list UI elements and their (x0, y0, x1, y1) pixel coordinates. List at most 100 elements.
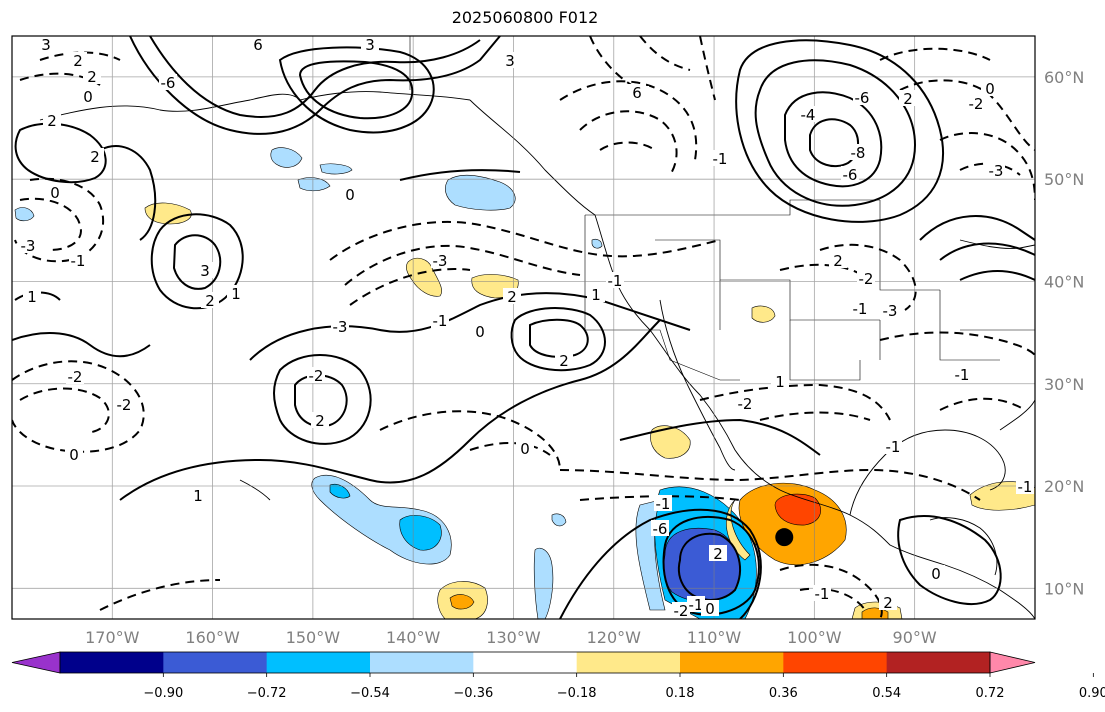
contour-label-bg (43, 112, 61, 128)
contour-label: 6 (632, 84, 642, 102)
colorbar-tick-label: 0.18 (666, 686, 695, 701)
figure-title: 2025060800 F012 (451, 8, 599, 27)
colorbar-frame (59, 651, 991, 674)
colorbar-tick-label: 0.90 (1079, 686, 1105, 701)
contour-label: 3 (505, 52, 515, 70)
lat-lon-grid (12, 36, 1035, 619)
contour-label: 1 (27, 288, 37, 306)
contour-label: -3 (333, 318, 348, 336)
contour-label: 0 (705, 600, 715, 618)
lon-tick-label: 120°W (587, 628, 642, 647)
contour-label-bg (311, 412, 329, 428)
contour-label-bg (83, 68, 101, 84)
storm-center-marker (775, 528, 794, 547)
contour-label-bg (736, 395, 754, 411)
contour-label: 0 (475, 323, 485, 341)
contour-label: 3 (41, 36, 51, 54)
contour-label: 2 (507, 288, 517, 306)
contour-label: -1 (433, 312, 448, 330)
lon-tick-label: 90°W (893, 628, 937, 647)
contour-label-bg (69, 252, 87, 268)
contour-label: 3 (200, 262, 210, 280)
colorbar-swatch (370, 652, 474, 673)
contour-label-bg (799, 106, 817, 122)
lat-tick-label: 30°N (1044, 375, 1084, 394)
contour-label-bg (606, 272, 624, 288)
contour-label: 6 (253, 36, 263, 54)
contour-label: -1 (853, 300, 868, 318)
contour-label: -1 (713, 150, 728, 168)
contour-label: -3 (21, 237, 36, 255)
contour-label: 1 (193, 487, 203, 505)
contour-label: -2 (674, 602, 689, 620)
contour-label: 1 (775, 373, 785, 391)
lat-tick-label: 10°N (1044, 579, 1084, 598)
solid-contours (12, 36, 1035, 619)
contour-label-bg (953, 366, 971, 382)
contour-label-bg (201, 292, 219, 308)
contour-label: -6 (855, 89, 870, 107)
latitude-tick-labels: 10°N 20°N 30°N 40°N 50°N 60°N (1044, 68, 1084, 598)
contour-label-bg (23, 288, 41, 304)
borders (409, 36, 1035, 381)
colorbar-tick-label: −0.54 (350, 686, 390, 701)
colorbar-tick-label: 0.72 (976, 686, 1005, 701)
lon-tick-label: 130°W (486, 628, 541, 647)
lon-tick-label: 160°W (185, 628, 240, 647)
contour-label: 0 (83, 88, 93, 106)
contour-labels: 32206332-62200-3-11321-1-3-30221-1-2-201… (19, 36, 1034, 620)
contour-label: -1 (815, 585, 830, 603)
contour-label: -1 (689, 596, 704, 614)
contour-label-bg (829, 252, 847, 268)
contour-label: 1 (231, 285, 241, 303)
colorbar-swatch (680, 652, 784, 673)
colorbar-swatch (783, 652, 888, 673)
colorbar-min-extension (11, 651, 61, 674)
contour-label-bg (69, 52, 87, 68)
contour-label: -2 (738, 395, 753, 413)
contour-label: 2 (47, 112, 57, 130)
contour-label: -1 (656, 495, 671, 513)
contour-label: -6 (161, 74, 176, 92)
contour-label-bg (587, 286, 605, 302)
contour-label: -2 (117, 396, 132, 414)
contour-label-bg (249, 36, 267, 52)
contour-label-bg (813, 585, 831, 601)
contour-label-bg (341, 186, 359, 202)
contour-label-bg (654, 495, 672, 511)
contour-label-bg (651, 520, 669, 536)
contour-label-bg (851, 300, 869, 316)
contour-label-bg (555, 352, 573, 368)
lon-tick-label: 100°W (787, 628, 842, 647)
colorbar-swatch (886, 652, 991, 673)
contour-label-bg (687, 596, 705, 612)
contour-label: -2 (68, 368, 83, 386)
longitude-tick-labels: 170°W 160°W 150°W 140°W 130°W 120°W 110°W 100°W… (85, 628, 937, 647)
colorbar-tick-label: −0.36 (453, 686, 493, 701)
contour-label-bg (79, 88, 97, 104)
lat-tick-label: 50°N (1044, 170, 1084, 189)
contour-label: -1 (955, 366, 970, 384)
contour-label-bg (501, 52, 519, 68)
contour-label-bg (981, 80, 999, 96)
contour-label: -2 (859, 270, 874, 288)
lon-tick-label: 140°W (386, 628, 441, 647)
contour-label-bg (19, 237, 37, 253)
contour-label-bg (503, 288, 521, 304)
contour-label-bg (65, 446, 83, 462)
contour-label: 2 (713, 545, 723, 563)
contour-label-bg (771, 373, 789, 389)
lat-tick-label: 60°N (1044, 68, 1084, 87)
positive-anomaly-core (774, 493, 822, 526)
contour-label-bg (711, 150, 729, 166)
contour-label-bg (709, 545, 727, 561)
contour-label: 2 (903, 90, 913, 108)
contour-label: 2 (205, 292, 215, 310)
negative-anomaly-core (663, 527, 741, 602)
contour-label: -2 (969, 95, 984, 113)
contour-label-bg (628, 84, 646, 100)
contour-label-bg (431, 312, 449, 328)
contour-label: -3 (433, 252, 448, 270)
contour-label: 0 (345, 186, 355, 204)
